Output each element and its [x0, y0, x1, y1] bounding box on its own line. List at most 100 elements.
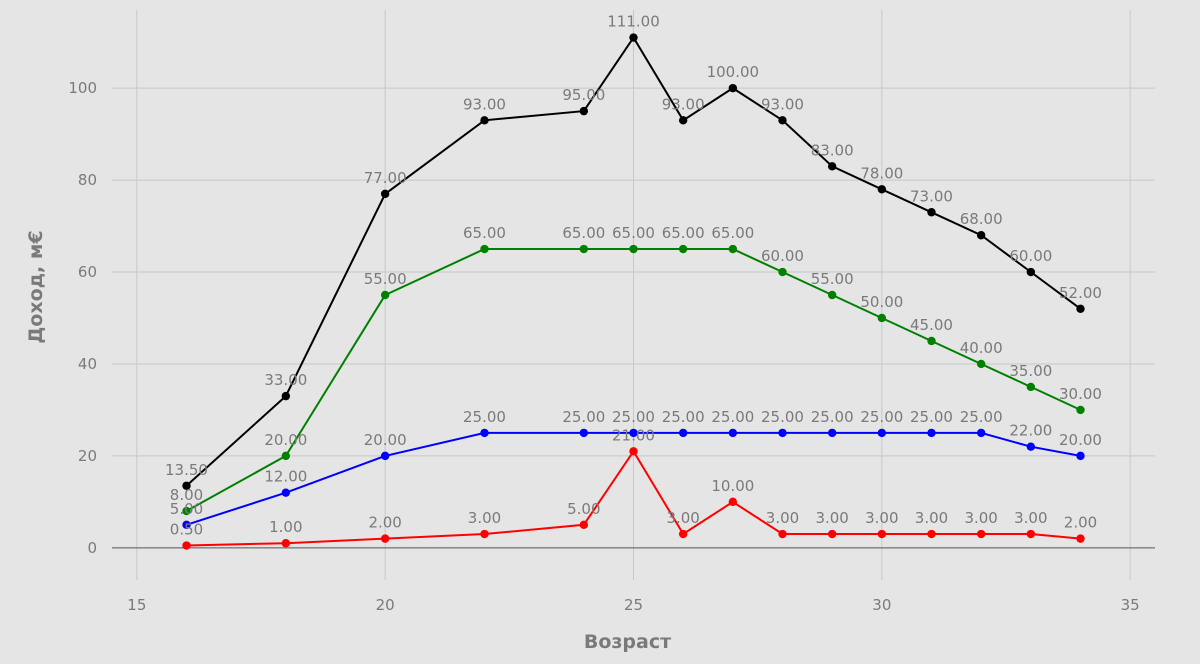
- data-label: 35.00: [1009, 362, 1052, 380]
- data-label: 3.00: [915, 509, 948, 527]
- data-label: 95.00: [562, 86, 605, 104]
- data-point: [927, 336, 936, 346]
- data-point: [1026, 529, 1036, 539]
- data-label: 10.00: [711, 477, 754, 495]
- data-label: 83.00: [811, 141, 854, 159]
- data-point: [579, 106, 589, 116]
- data-label: 25.00: [811, 408, 854, 426]
- data-point: [1026, 442, 1036, 451]
- data-point: [480, 428, 489, 438]
- data-label: 5.00: [170, 500, 203, 518]
- data-label: 2.00: [1064, 514, 1097, 532]
- data-point: [281, 539, 291, 548]
- data-label: 93.00: [662, 95, 705, 113]
- data-point: [182, 520, 191, 530]
- data-label: 93.00: [463, 95, 506, 113]
- data-point: [1076, 534, 1085, 543]
- data-point: [182, 541, 191, 550]
- data-point: [728, 497, 738, 507]
- data-point: [629, 244, 638, 254]
- data-label: 100.00: [707, 63, 760, 81]
- data-point: [927, 529, 936, 539]
- data-point: [728, 428, 738, 438]
- data-point: [877, 529, 887, 539]
- data-point: [778, 529, 787, 539]
- y-axis-title: Доход, м€: [25, 230, 47, 343]
- data-labels: 13.5033.0077.0093.0095.00111.0093.00100.…: [165, 13, 1102, 539]
- data-point: [1076, 405, 1085, 415]
- data-label: 73.00: [910, 187, 953, 205]
- series-points: [182, 33, 1085, 550]
- data-label: 25.00: [711, 408, 754, 426]
- y-tick-label: 60: [78, 263, 97, 281]
- data-label: 52.00: [1059, 284, 1102, 302]
- data-point: [1026, 267, 1036, 277]
- data-label: 65.00: [612, 224, 655, 242]
- data-label: 55.00: [364, 270, 407, 288]
- data-label: 13.50: [165, 461, 208, 479]
- data-point: [579, 244, 589, 254]
- data-label: 65.00: [463, 224, 506, 242]
- x-tick-label: 25: [624, 596, 643, 614]
- data-label: 68.00: [960, 210, 1003, 228]
- data-label: 77.00: [364, 169, 407, 187]
- data-label: 12.00: [264, 468, 307, 486]
- data-point: [827, 529, 837, 539]
- data-point: [678, 244, 688, 254]
- data-point: [778, 428, 787, 438]
- data-point: [182, 506, 191, 516]
- data-label: 25.00: [761, 408, 804, 426]
- data-point: [976, 359, 986, 369]
- data-label: 111.00: [607, 13, 660, 31]
- data-label: 3.00: [766, 509, 799, 527]
- data-point: [678, 529, 688, 539]
- data-label: 25.00: [612, 408, 655, 426]
- data-label: 25.00: [562, 408, 605, 426]
- data-point: [877, 185, 887, 194]
- data-label: 5.00: [567, 500, 600, 518]
- data-label: 3.00: [666, 509, 699, 527]
- data-point: [281, 451, 291, 461]
- data-label: 93.00: [761, 95, 804, 113]
- data-point: [678, 428, 688, 438]
- data-point: [380, 290, 390, 300]
- data-label: 65.00: [562, 224, 605, 242]
- data-label: 21.00: [612, 426, 655, 444]
- data-label: 20.00: [264, 431, 307, 449]
- y-tick-label: 80: [78, 171, 97, 189]
- data-point: [827, 428, 837, 438]
- y-tick-label: 20: [78, 447, 97, 465]
- data-label: 3.00: [964, 509, 997, 527]
- data-label: 3.00: [468, 509, 501, 527]
- x-tick-label: 30: [872, 596, 891, 614]
- data-label: 60.00: [1009, 247, 1052, 265]
- data-point: [579, 428, 589, 438]
- data-point: [827, 162, 837, 171]
- data-label: 25.00: [960, 408, 1003, 426]
- data-point: [728, 244, 738, 254]
- data-label: 22.00: [1009, 422, 1052, 440]
- data-label: 25.00: [463, 408, 506, 426]
- x-tick-label: 20: [376, 596, 395, 614]
- data-label: 3.00: [865, 509, 898, 527]
- data-point: [281, 391, 291, 401]
- data-point: [778, 267, 787, 277]
- data-point: [728, 83, 738, 93]
- data-label: 55.00: [811, 270, 854, 288]
- data-label: 65.00: [711, 224, 754, 242]
- data-point: [976, 428, 986, 438]
- data-point: [380, 534, 390, 543]
- x-tick-label: 15: [127, 596, 146, 614]
- data-point: [380, 451, 390, 461]
- data-label: 20.00: [1059, 431, 1102, 449]
- data-point: [976, 231, 986, 240]
- data-label: 25.00: [662, 408, 705, 426]
- data-point: [480, 116, 489, 125]
- data-label: 30.00: [1059, 385, 1102, 403]
- data-label: 65.00: [662, 224, 705, 242]
- data-label: 3.00: [1014, 509, 1047, 527]
- axis-ticks: 15 20 25 30 35 0 20 40 60 80 100: [68, 79, 1139, 614]
- data-label: 0.50: [170, 521, 203, 539]
- data-label: 8.00: [170, 486, 203, 504]
- data-point: [281, 488, 291, 497]
